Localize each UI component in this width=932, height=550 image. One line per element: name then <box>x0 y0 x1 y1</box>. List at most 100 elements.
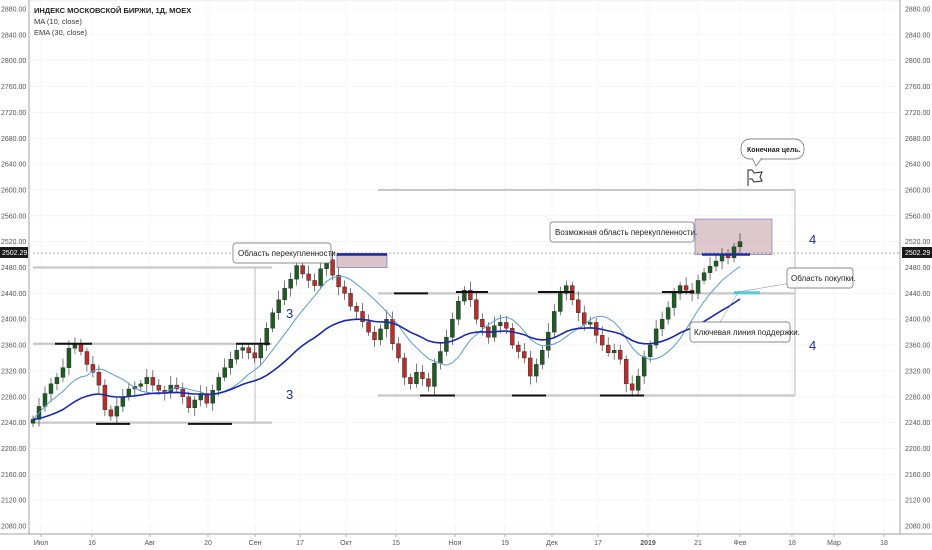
x-tick-label: 18 <box>788 540 796 547</box>
x-tick-label: 17 <box>296 540 304 547</box>
y-tick-label-left: 2880.00 <box>1 7 26 14</box>
x-tick-label: Сен <box>249 540 262 547</box>
candle-body <box>210 390 215 404</box>
candle-body <box>665 307 671 320</box>
y-tick-label-right: 2520.00 <box>905 239 930 246</box>
candle-body <box>300 265 305 275</box>
candle-body <box>330 259 335 276</box>
callout-key-support-text: Ключевая линия поддержки. <box>694 328 800 337</box>
candle-body <box>252 352 257 359</box>
candle-body <box>84 351 90 365</box>
candle-body <box>438 351 443 364</box>
last-price-right-text: 2502.29 <box>905 250 930 257</box>
candle-body <box>228 359 233 368</box>
candle-body <box>558 293 563 312</box>
candle-body <box>348 293 353 307</box>
x-tick-label: 20 <box>204 540 212 547</box>
y-tick-label-right: 2560.00 <box>905 213 930 220</box>
y-tick-label-right: 2080.00 <box>905 524 930 531</box>
y-tick-label-right: 2320.00 <box>905 368 930 375</box>
candle-body <box>659 319 665 330</box>
candle-body <box>234 350 239 360</box>
x-tick-label: Июл <box>34 540 48 547</box>
y-tick-label-right: 2400.00 <box>905 317 930 324</box>
y-tick-label-right: 2760.00 <box>905 84 930 91</box>
callout-final-target-text: Конечная цель. <box>747 147 801 154</box>
candle-body <box>150 377 156 386</box>
x-tick-label: 17 <box>594 540 602 547</box>
candle-body <box>384 319 389 330</box>
candle-body <box>653 328 659 346</box>
candle-body <box>138 383 144 387</box>
last-price-right: 2502.29 <box>902 247 932 258</box>
callout-final-target: Конечная цель. <box>740 138 805 167</box>
candle-body <box>288 278 293 289</box>
candle-body <box>528 357 533 377</box>
candle-body <box>599 335 605 346</box>
candle-body <box>204 393 209 404</box>
y-tick-label-right: 2800.00 <box>905 58 930 65</box>
candle-body <box>701 272 707 281</box>
x-tick-label: 21 <box>694 540 702 547</box>
x-tick-label: Мар <box>827 540 841 547</box>
candle-body <box>516 344 521 352</box>
y-tick-label-left: 2520.00 <box>1 239 26 246</box>
y-tick-label-right: 2240.00 <box>905 420 930 427</box>
candle-body <box>66 348 72 368</box>
y-tick-label-right: 2360.00 <box>905 343 930 350</box>
candle-body <box>360 311 365 322</box>
y-tick-label-left: 2800.00 <box>1 58 26 65</box>
y-tick-label-right: 2880.00 <box>905 7 930 14</box>
moving-averages <box>32 266 741 421</box>
candle-body <box>695 280 701 294</box>
candle-body <box>222 367 227 378</box>
y-tick-label-left: 2120.00 <box>1 498 26 505</box>
candle-body <box>713 260 719 267</box>
candle-body <box>312 280 317 286</box>
candle-body <box>216 377 221 391</box>
candle-body <box>276 299 281 313</box>
legend-ma: MA (10, close) <box>34 17 82 26</box>
y-tick-label-left: 2560.00 <box>1 213 26 220</box>
candle-body <box>444 337 449 352</box>
y-tick-label-right: 2160.00 <box>905 472 930 479</box>
y-axis: 2880.00 2880.00 2840.00 2840.00 2800.00 2800.… <box>1 7 930 531</box>
candle-body <box>108 409 114 417</box>
candle-body <box>617 350 623 360</box>
candle-body <box>174 384 179 390</box>
x-tick-label: Авг <box>145 540 156 547</box>
candle-body <box>240 347 245 351</box>
candle-body <box>450 319 455 338</box>
y-tick-label-left: 2600.00 <box>1 187 26 194</box>
last-price-left-text: 2502.29 <box>2 250 27 257</box>
x-tick-label: 16 <box>88 540 96 547</box>
y-tick-label-left: 2280.00 <box>1 394 26 401</box>
candle-body <box>390 319 395 344</box>
candle-body <box>192 399 197 408</box>
candle-body <box>144 377 150 385</box>
candle-body <box>546 331 551 351</box>
y-tick-label-right: 2120.00 <box>905 498 930 505</box>
candle-body <box>96 371 102 386</box>
candle-body <box>707 266 713 273</box>
candle-body <box>342 286 347 294</box>
callout-possible-overbought: Возможная область перекупленности. <box>549 221 697 243</box>
y-tick-label-left: 2240.00 <box>1 420 26 427</box>
candle-body <box>378 328 383 341</box>
candle-body <box>498 322 503 326</box>
candle-body <box>737 241 743 248</box>
callout-buy-zone-text: Область покупки. <box>791 274 856 283</box>
candle-body <box>402 357 407 378</box>
y-tick-label-right: 2280.00 <box>905 394 930 401</box>
candle-body <box>396 343 401 359</box>
callout-possible-overbought-text: Возможная область перекупленности. <box>555 228 697 237</box>
candle-body <box>623 359 629 385</box>
y-tick-label-right: 2200.00 <box>905 446 930 453</box>
buy-zone-pointer <box>733 283 788 293</box>
y-tick-label-left: 2080.00 <box>1 524 26 531</box>
y-tick-label-right: 2680.00 <box>905 136 930 143</box>
wave-label-3-upper: 3 <box>286 306 293 321</box>
candle-body <box>683 285 689 291</box>
y-tick-label-left: 2320.00 <box>1 368 26 375</box>
